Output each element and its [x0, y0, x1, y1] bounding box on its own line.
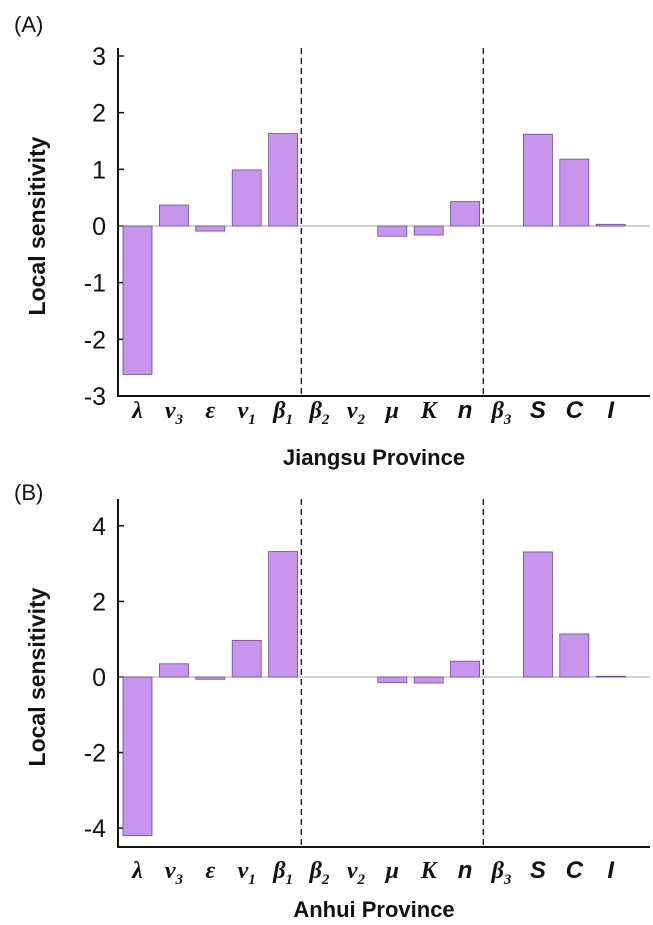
y-axis-label: Local sensitivity [24, 587, 50, 766]
bar-9 [450, 660, 481, 678]
axes [117, 499, 650, 848]
y-tick-label: 4 [92, 513, 106, 541]
x-tick-label: β3 [491, 398, 512, 428]
y-tick-label: 3 [92, 43, 106, 71]
x-tick-label: λ [131, 858, 143, 884]
bar-13 [595, 223, 626, 227]
bar-7 [377, 225, 408, 237]
x-tick-label: ν1 [238, 398, 256, 428]
y-axis-label: Local sensitivity [24, 136, 50, 315]
y-tick-label: 0 [92, 664, 106, 692]
bar-8 [413, 676, 444, 684]
y-tick-label: -2 [84, 740, 106, 768]
x-tick-label: ν2 [347, 858, 366, 888]
x-tick-label: K [420, 398, 439, 424]
bar-4 [268, 133, 299, 227]
bar-0 [122, 225, 153, 375]
y-tick-label: 2 [92, 100, 106, 128]
x-tick-label: β2 [309, 858, 330, 888]
x-tick-label: μ [384, 858, 399, 884]
x-tick-label: S [530, 857, 546, 884]
x-tick-label: I [607, 397, 615, 424]
x-tick-label: S [530, 397, 546, 424]
y-tick-label: 1 [92, 156, 106, 184]
x-tick-label: K [420, 858, 439, 884]
x-tick-label: n [458, 397, 473, 424]
bar-1 [158, 204, 189, 227]
x-tick-label: C [566, 397, 584, 424]
x-tick-label: β2 [309, 398, 330, 428]
bar-11 [523, 133, 553, 227]
x-tick-label: β1 [272, 398, 293, 428]
x-tick-label: ν1 [238, 858, 256, 888]
panel-label: (A) [14, 12, 43, 37]
bar-1 [158, 663, 189, 678]
x-axis-label: Jiangsu Province [283, 445, 465, 470]
bar-3 [231, 169, 262, 227]
bar-9 [450, 201, 481, 227]
bar-7 [377, 676, 408, 684]
bar-3 [231, 639, 262, 678]
bar-12 [559, 158, 590, 227]
x-tick-label: β1 [272, 858, 293, 888]
x-tick-label: β3 [491, 858, 512, 888]
x-tick-label: μ [384, 398, 399, 424]
y-tick-label: 2 [92, 588, 106, 616]
bar-12 [559, 633, 590, 678]
x-tick-label: ν2 [347, 398, 366, 428]
x-tick-label: I [607, 857, 615, 884]
bar-11 [523, 551, 553, 678]
axes [117, 48, 650, 397]
bar-13 [595, 675, 626, 678]
x-tick-label: ν3 [165, 858, 184, 888]
bar-0 [122, 676, 153, 837]
x-tick-label: ε [205, 858, 215, 884]
y-tick-label: 0 [92, 213, 106, 241]
x-tick-label: n [458, 857, 473, 884]
x-tick-label: ν3 [165, 398, 184, 428]
y-tick-label: -1 [84, 270, 106, 298]
x-tick-label: ε [205, 398, 215, 424]
bar-8 [413, 225, 444, 236]
bar-4 [268, 551, 299, 678]
y-tick-label: -2 [84, 326, 106, 354]
x-tick-label: C [566, 857, 584, 884]
x-tick-label: λ [131, 398, 143, 424]
panel-label: (B) [14, 480, 43, 505]
bar-2 [195, 225, 226, 232]
y-tick-label: -4 [84, 815, 106, 843]
x-axis-label: Anhui Province [293, 897, 454, 922]
y-tick-label: -3 [84, 383, 106, 411]
bar-2 [195, 676, 226, 680]
